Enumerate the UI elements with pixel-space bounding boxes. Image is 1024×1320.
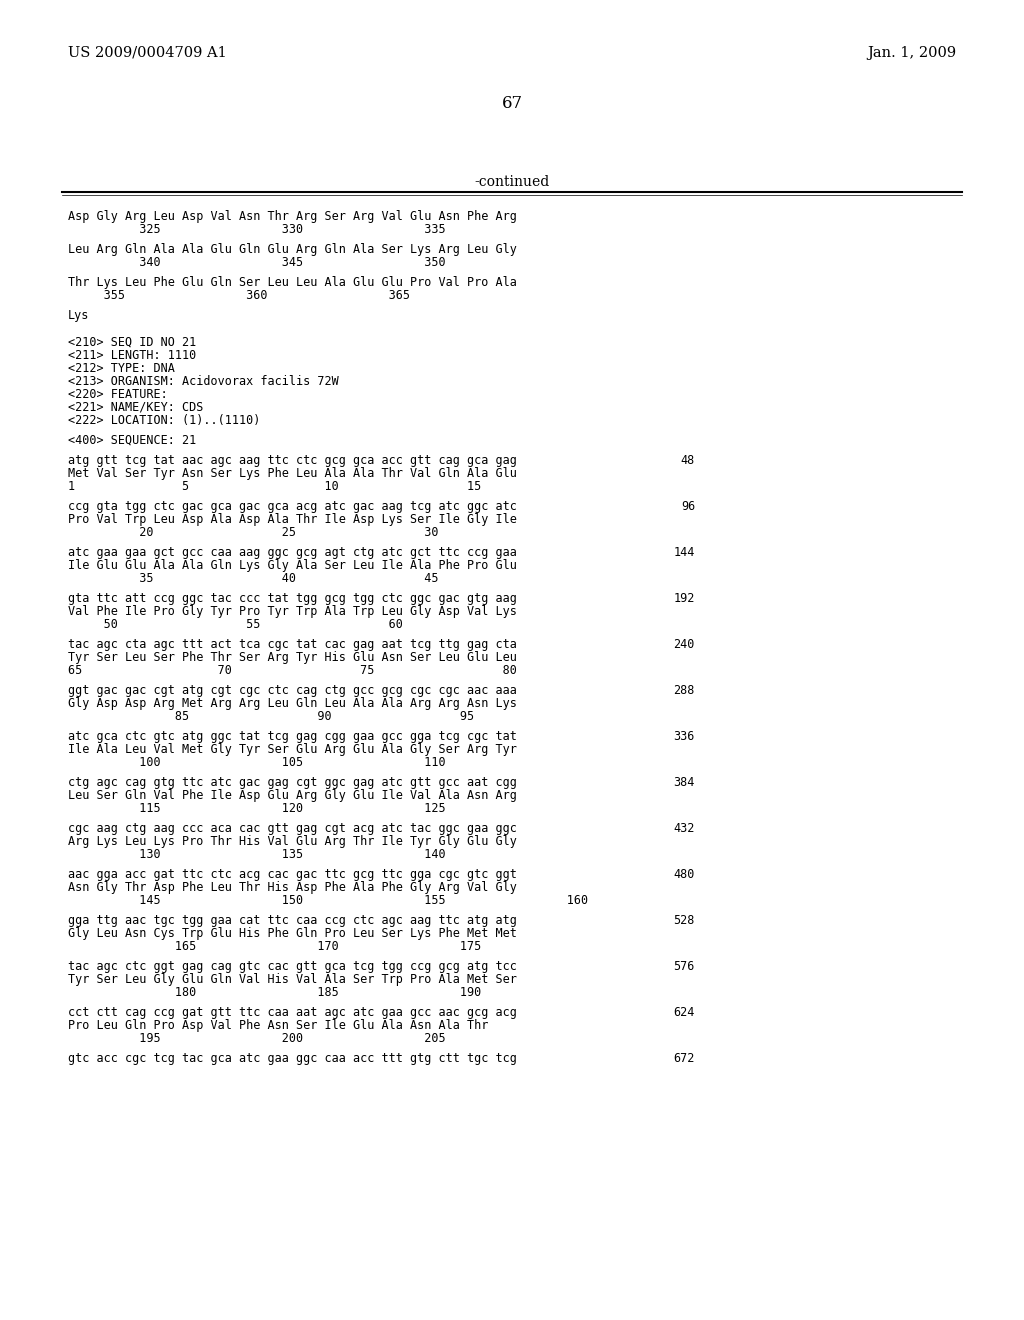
Text: Ile Ala Leu Val Met Gly Tyr Ser Glu Arg Glu Ala Gly Ser Arg Tyr: Ile Ala Leu Val Met Gly Tyr Ser Glu Arg …: [68, 743, 517, 756]
Text: 195                 200                 205: 195 200 205: [68, 1032, 445, 1045]
Text: Jan. 1, 2009: Jan. 1, 2009: [867, 46, 956, 59]
Text: 1               5                   10                  15: 1 5 10 15: [68, 480, 481, 492]
Text: <221> NAME/KEY: CDS: <221> NAME/KEY: CDS: [68, 401, 204, 414]
Text: atc gaa gaa gct gcc caa aag ggc gcg agt ctg atc gct ttc ccg gaa: atc gaa gaa gct gcc caa aag ggc gcg agt …: [68, 546, 517, 558]
Text: ccg gta tgg ctc gac gca gac gca acg atc gac aag tcg atc ggc atc: ccg gta tgg ctc gac gca gac gca acg atc …: [68, 500, 517, 513]
Text: 288: 288: [674, 684, 695, 697]
Text: 100                 105                 110: 100 105 110: [68, 756, 445, 770]
Text: Asp Gly Arg Leu Asp Val Asn Thr Arg Ser Arg Val Glu Asn Phe Arg: Asp Gly Arg Leu Asp Val Asn Thr Arg Ser …: [68, 210, 517, 223]
Text: Ile Glu Glu Ala Ala Gln Lys Gly Ala Ser Leu Ile Ala Phe Pro Glu: Ile Glu Glu Ala Ala Gln Lys Gly Ala Ser …: [68, 558, 517, 572]
Text: tac agc cta agc ttt act tca cgc tat cac gag aat tcg ttg gag cta: tac agc cta agc ttt act tca cgc tat cac …: [68, 638, 517, 651]
Text: <211> LENGTH: 1110: <211> LENGTH: 1110: [68, 348, 197, 362]
Text: Gly Asp Asp Arg Met Arg Arg Leu Gln Leu Ala Ala Arg Arg Asn Lys: Gly Asp Asp Arg Met Arg Arg Leu Gln Leu …: [68, 697, 517, 710]
Text: 340                 345                 350: 340 345 350: [68, 256, 445, 269]
Text: 65                   70                  75                  80: 65 70 75 80: [68, 664, 517, 677]
Text: 576: 576: [674, 960, 695, 973]
Text: 384: 384: [674, 776, 695, 789]
Text: Leu Ser Gln Val Phe Ile Asp Glu Arg Gly Glu Ile Val Ala Asn Arg: Leu Ser Gln Val Phe Ile Asp Glu Arg Gly …: [68, 789, 517, 803]
Text: 35                  40                  45: 35 40 45: [68, 572, 438, 585]
Text: Tyr Ser Leu Gly Glu Gln Val His Val Ala Ser Trp Pro Ala Met Ser: Tyr Ser Leu Gly Glu Gln Val His Val Ala …: [68, 973, 517, 986]
Text: 192: 192: [674, 591, 695, 605]
Text: Pro Val Trp Leu Asp Ala Asp Ala Thr Ile Asp Lys Ser Ile Gly Ile: Pro Val Trp Leu Asp Ala Asp Ala Thr Ile …: [68, 513, 517, 525]
Text: cct ctt cag ccg gat gtt ttc caa aat agc atc gaa gcc aac gcg acg: cct ctt cag ccg gat gtt ttc caa aat agc …: [68, 1006, 517, 1019]
Text: atc gca ctc gtc atg ggc tat tcg gag cgg gaa gcc gga tcg cgc tat: atc gca ctc gtc atg ggc tat tcg gag cgg …: [68, 730, 517, 743]
Text: <210> SEQ ID NO 21: <210> SEQ ID NO 21: [68, 337, 197, 348]
Text: 48: 48: [681, 454, 695, 467]
Text: 145                 150                 155                 160: 145 150 155 160: [68, 894, 588, 907]
Text: 624: 624: [674, 1006, 695, 1019]
Text: -continued: -continued: [474, 176, 550, 189]
Text: cgc aag ctg aag ccc aca cac gtt gag cgt acg atc tac ggc gaa ggc: cgc aag ctg aag ccc aca cac gtt gag cgt …: [68, 822, 517, 836]
Text: 50                  55                  60: 50 55 60: [68, 618, 402, 631]
Text: gtc acc cgc tcg tac gca atc gaa ggc caa acc ttt gtg ctt tgc tcg: gtc acc cgc tcg tac gca atc gaa ggc caa …: [68, 1052, 517, 1065]
Text: 480: 480: [674, 869, 695, 880]
Text: 85                  90                  95: 85 90 95: [68, 710, 474, 723]
Text: 355                 360                 365: 355 360 365: [68, 289, 410, 302]
Text: Pro Leu Gln Pro Asp Val Phe Asn Ser Ile Glu Ala Asn Ala Thr: Pro Leu Gln Pro Asp Val Phe Asn Ser Ile …: [68, 1019, 488, 1032]
Text: Arg Lys Leu Lys Pro Thr His Val Glu Arg Thr Ile Tyr Gly Glu Gly: Arg Lys Leu Lys Pro Thr His Val Glu Arg …: [68, 836, 517, 847]
Text: Leu Arg Gln Ala Ala Glu Gln Glu Arg Gln Ala Ser Lys Arg Leu Gly: Leu Arg Gln Ala Ala Glu Gln Glu Arg Gln …: [68, 243, 517, 256]
Text: 20                  25                  30: 20 25 30: [68, 525, 438, 539]
Text: gga ttg aac tgc tgg gaa cat ttc caa ccg ctc agc aag ttc atg atg: gga ttg aac tgc tgg gaa cat ttc caa ccg …: [68, 913, 517, 927]
Text: 96: 96: [681, 500, 695, 513]
Text: 240: 240: [674, 638, 695, 651]
Text: 115                 120                 125: 115 120 125: [68, 803, 445, 814]
Text: US 2009/0004709 A1: US 2009/0004709 A1: [68, 46, 226, 59]
Text: <400> SEQUENCE: 21: <400> SEQUENCE: 21: [68, 434, 197, 447]
Text: <220> FEATURE:: <220> FEATURE:: [68, 388, 168, 401]
Text: 528: 528: [674, 913, 695, 927]
Text: Gly Leu Asn Cys Trp Glu His Phe Gln Pro Leu Ser Lys Phe Met Met: Gly Leu Asn Cys Trp Glu His Phe Gln Pro …: [68, 927, 517, 940]
Text: ggt gac gac cgt atg cgt cgc ctc cag ctg gcc gcg cgc cgc aac aaa: ggt gac gac cgt atg cgt cgc ctc cag ctg …: [68, 684, 517, 697]
Text: 432: 432: [674, 822, 695, 836]
Text: gta ttc att ccg ggc tac ccc tat tgg gcg tgg ctc ggc gac gtg aag: gta ttc att ccg ggc tac ccc tat tgg gcg …: [68, 591, 517, 605]
Text: 180                 185                 190: 180 185 190: [68, 986, 481, 999]
Text: tac agc ctc ggt gag cag gtc cac gtt gca tcg tgg ccg gcg atg tcc: tac agc ctc ggt gag cag gtc cac gtt gca …: [68, 960, 517, 973]
Text: <213> ORGANISM: Acidovorax facilis 72W: <213> ORGANISM: Acidovorax facilis 72W: [68, 375, 339, 388]
Text: ctg agc cag gtg ttc atc gac gag cgt ggc gag atc gtt gcc aat cgg: ctg agc cag gtg ttc atc gac gag cgt ggc …: [68, 776, 517, 789]
Text: 144: 144: [674, 546, 695, 558]
Text: 672: 672: [674, 1052, 695, 1065]
Text: aac gga acc gat ttc ctc acg cac gac ttc gcg ttc gga cgc gtc ggt: aac gga acc gat ttc ctc acg cac gac ttc …: [68, 869, 517, 880]
Text: <222> LOCATION: (1)..(1110): <222> LOCATION: (1)..(1110): [68, 414, 260, 426]
Text: 67: 67: [502, 95, 522, 112]
Text: Val Phe Ile Pro Gly Tyr Pro Tyr Trp Ala Trp Leu Gly Asp Val Lys: Val Phe Ile Pro Gly Tyr Pro Tyr Trp Ala …: [68, 605, 517, 618]
Text: atg gtt tcg tat aac agc aag ttc ctc gcg gca acc gtt cag gca gag: atg gtt tcg tat aac agc aag ttc ctc gcg …: [68, 454, 517, 467]
Text: <212> TYPE: DNA: <212> TYPE: DNA: [68, 362, 175, 375]
Text: 165                 170                 175: 165 170 175: [68, 940, 481, 953]
Text: Lys: Lys: [68, 309, 89, 322]
Text: 325                 330                 335: 325 330 335: [68, 223, 445, 236]
Text: Thr Lys Leu Phe Glu Gln Ser Leu Leu Ala Glu Glu Pro Val Pro Ala: Thr Lys Leu Phe Glu Gln Ser Leu Leu Ala …: [68, 276, 517, 289]
Text: 336: 336: [674, 730, 695, 743]
Text: Tyr Ser Leu Ser Phe Thr Ser Arg Tyr His Glu Asn Ser Leu Glu Leu: Tyr Ser Leu Ser Phe Thr Ser Arg Tyr His …: [68, 651, 517, 664]
Text: Asn Gly Thr Asp Phe Leu Thr His Asp Phe Ala Phe Gly Arg Val Gly: Asn Gly Thr Asp Phe Leu Thr His Asp Phe …: [68, 880, 517, 894]
Text: 130                 135                 140: 130 135 140: [68, 847, 445, 861]
Text: Met Val Ser Tyr Asn Ser Lys Phe Leu Ala Ala Thr Val Gln Ala Glu: Met Val Ser Tyr Asn Ser Lys Phe Leu Ala …: [68, 467, 517, 480]
